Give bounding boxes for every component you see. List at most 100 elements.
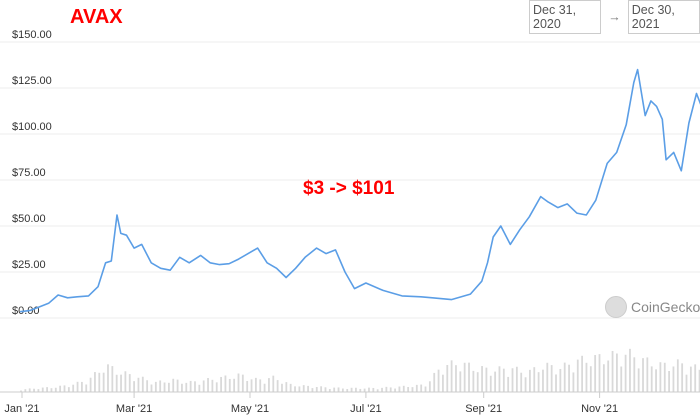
volume-bar — [694, 364, 697, 392]
volume-bar — [307, 385, 309, 392]
volume-bar — [520, 372, 523, 392]
volume-bar — [368, 387, 370, 392]
volume-bar — [85, 384, 88, 392]
volume-bar — [672, 366, 675, 392]
volume-bar — [559, 368, 562, 392]
volume-bar — [502, 368, 505, 392]
volume-bar — [281, 383, 283, 392]
volume-bar — [489, 375, 492, 392]
y-tick-label: $150.00 — [12, 29, 52, 41]
volume-bar — [394, 388, 396, 392]
volume-bar — [385, 386, 388, 392]
x-tick-label: Mar '21 — [116, 403, 152, 415]
volume-bar — [24, 389, 27, 392]
volume-bar — [415, 384, 418, 392]
volume-bar — [698, 369, 700, 392]
volume-bar — [167, 382, 170, 392]
volume-bar — [115, 374, 118, 392]
volume-bar — [54, 387, 57, 392]
volume-bar — [72, 384, 75, 392]
volume-bar — [46, 387, 48, 392]
volume-bar — [629, 348, 631, 392]
volume-bar — [137, 377, 140, 392]
volume-bar — [537, 372, 540, 392]
volume-bar — [581, 355, 584, 392]
volume-bar — [359, 388, 362, 392]
y-tick-label: $50.00 — [12, 213, 46, 225]
volume-bar — [437, 369, 440, 392]
volume-bar — [337, 387, 340, 392]
volume-bar — [294, 386, 296, 392]
y-tick-label: $75.00 — [12, 167, 46, 179]
volume-bar — [141, 376, 144, 392]
volume-bar — [646, 357, 649, 392]
volume-bar — [620, 366, 623, 392]
volume-bar — [146, 380, 149, 392]
volume-bar — [602, 364, 605, 392]
coingecko-watermark: CoinGecko — [605, 296, 700, 318]
volume-bar — [589, 366, 592, 392]
y-tick-label: $25.00 — [12, 259, 46, 271]
volume-bar — [241, 374, 244, 392]
volume-bar — [333, 387, 336, 392]
volume-bar — [133, 381, 135, 392]
volume-bar — [315, 386, 318, 392]
brand-label: CoinGecko — [631, 299, 700, 315]
volume-bar — [324, 387, 327, 392]
y-tick-label: $125.00 — [12, 75, 52, 87]
volume-bar — [607, 360, 610, 392]
volume-bar — [463, 362, 466, 392]
volume-bar — [407, 386, 410, 392]
volume-bar — [476, 372, 479, 392]
date-from-input[interactable]: Dec 31, 2020 — [529, 0, 602, 34]
volume-bar — [33, 388, 35, 392]
volume-bar — [642, 358, 644, 392]
volume-bar — [250, 379, 253, 392]
volume-bar — [233, 378, 236, 392]
volume-bar — [450, 360, 453, 392]
volume-bar — [524, 377, 527, 392]
volume-bar — [159, 380, 162, 392]
volume-bar — [302, 385, 305, 392]
volume-bar — [328, 389, 331, 392]
volume-bar — [381, 387, 383, 392]
volume-bar — [494, 371, 497, 392]
volume-bar — [98, 372, 101, 392]
volume-bar — [259, 379, 262, 392]
volume-bar — [433, 372, 436, 392]
volume-bar — [224, 375, 227, 392]
volume-bar — [194, 381, 196, 392]
volume-bar — [237, 373, 240, 392]
volume-bar — [211, 379, 214, 392]
volume-bar — [550, 365, 553, 392]
volume-bar — [485, 367, 488, 392]
volume-bar — [533, 367, 536, 392]
volume-bar — [529, 369, 531, 392]
volume-bar — [89, 377, 92, 392]
volume-bar — [341, 388, 344, 392]
volume-bar — [350, 387, 353, 392]
volume-bar — [80, 381, 83, 392]
volume-bar — [568, 364, 570, 392]
volume-bar — [320, 386, 323, 392]
volume-bar — [163, 382, 166, 392]
date-to-input[interactable]: Dec 30, 2021 — [627, 0, 700, 34]
volume-bar — [120, 374, 122, 392]
volume-bar — [272, 375, 275, 392]
x-tick-label: Jan '21 — [4, 403, 39, 415]
volume-bar — [402, 385, 405, 392]
volume-bar — [276, 380, 279, 392]
volume-bar — [689, 366, 692, 392]
volume-bar — [424, 386, 427, 392]
chart-title: AVAX — [70, 6, 123, 28]
volume-bar — [572, 372, 575, 392]
volume-bar — [446, 365, 449, 392]
volume-bar — [289, 383, 292, 392]
volume-bar — [189, 380, 192, 392]
volume-bar — [624, 354, 627, 392]
volume-bar — [428, 381, 431, 392]
date-range: Dec 31, 2020 → Dec 30, 2021 — [529, 0, 700, 34]
volume-bar — [268, 378, 270, 392]
